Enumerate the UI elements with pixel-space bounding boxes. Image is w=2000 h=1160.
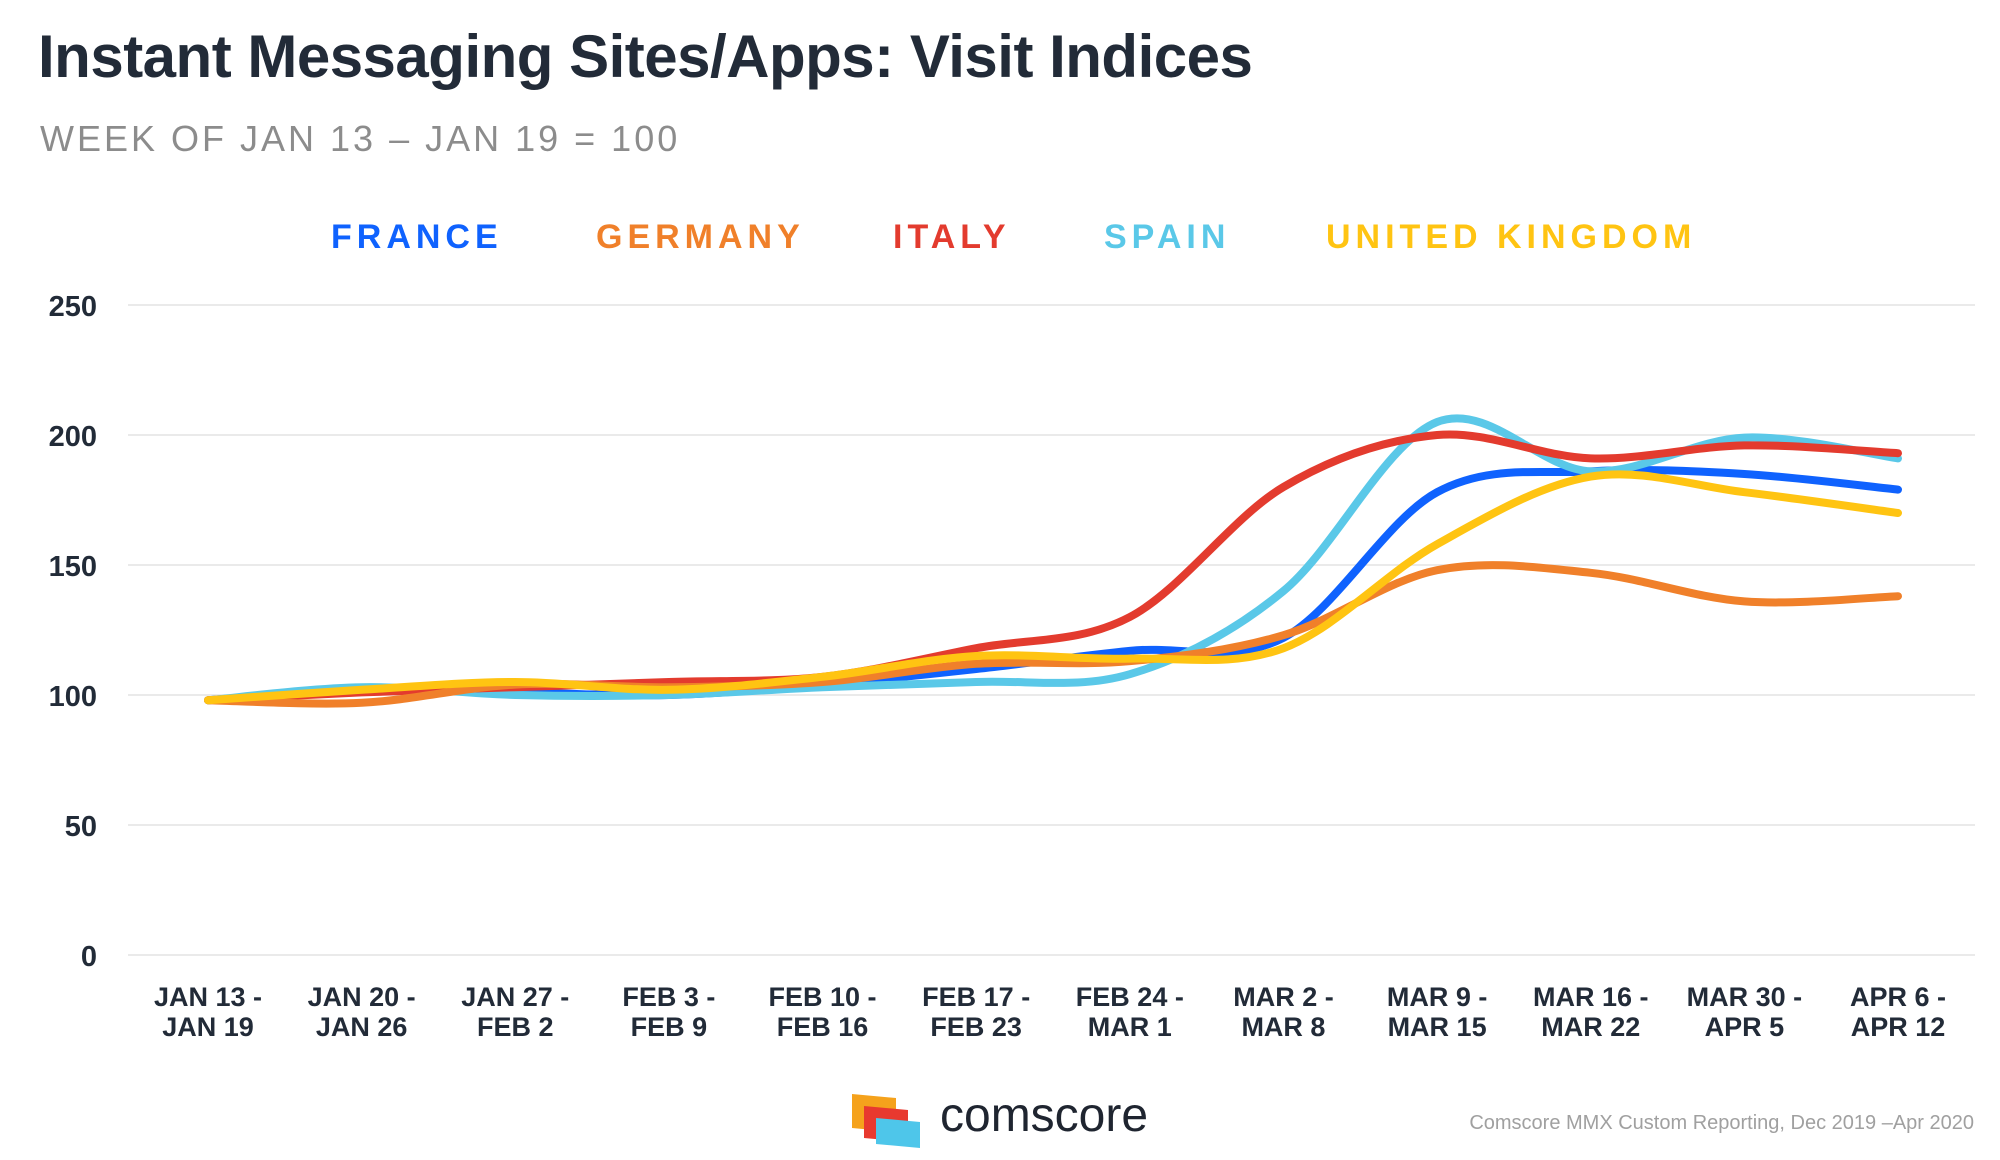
x-tick-label: FEB 10 -	[769, 982, 877, 1012]
y-tick-label: 150	[49, 551, 97, 583]
x-tick-label: APR 6 -	[1850, 982, 1946, 1012]
x-tick-label: FEB 17 -	[922, 982, 1030, 1012]
x-tick-label: MAR 9 -	[1387, 982, 1488, 1012]
legend-item-italy: ITALY	[893, 218, 1011, 256]
x-tick-label: MAR 30 -	[1687, 982, 1803, 1012]
chart-subtitle: WEEK OF JAN 13 – JAN 19 = 100	[40, 118, 681, 159]
x-tick-label: APR 12	[1851, 1012, 1946, 1042]
x-tick-label: MAR 15	[1388, 1012, 1487, 1042]
chart-legend: FRANCE GERMANY ITALY SPAIN UNITED KINGDO…	[0, 218, 2000, 268]
x-tick-label: MAR 8	[1241, 1012, 1325, 1042]
comscore-logo-text: comscore	[940, 1089, 1149, 1142]
x-tick-label: JAN 26	[316, 1012, 408, 1042]
legend-item-united-kingdom: UNITED KINGDOM	[1326, 218, 1697, 256]
x-tick-label: FEB 16	[777, 1012, 869, 1042]
x-tick-label: MAR 1	[1088, 1012, 1172, 1042]
legend-item-spain: SPAIN	[1104, 218, 1231, 256]
x-tick-label: FEB 3 -	[622, 982, 715, 1012]
y-tick-label: 250	[49, 291, 97, 323]
x-tick-label: JAN 19	[162, 1012, 254, 1042]
chart-title: Instant Messaging Sites/Apps: Visit Indi…	[38, 23, 1253, 90]
y-tick-label: 0	[81, 941, 97, 973]
legend-item-germany: GERMANY	[596, 218, 805, 256]
x-tick-label: JAN 13 -	[154, 982, 262, 1012]
y-tick-label: 100	[49, 681, 97, 713]
comscore-logo-icon	[852, 1094, 920, 1148]
x-tick-label: MAR 22	[1541, 1012, 1640, 1042]
y-tick-label: 50	[65, 811, 97, 843]
source-note: Comscore MMX Custom Reporting, Dec 2019 …	[1469, 1112, 1974, 1134]
x-tick-label: JAN 20 -	[308, 982, 416, 1012]
legend-item-france: FRANCE	[331, 218, 503, 256]
x-tick-label: FEB 24 -	[1076, 982, 1184, 1012]
x-tick-label: FEB 23	[930, 1012, 1022, 1042]
x-tick-label: FEB 2	[477, 1012, 554, 1042]
series-line-united-kingdom	[204, 470, 1902, 705]
series-line-spain	[204, 414, 1902, 705]
x-tick-label: MAR 16 -	[1533, 982, 1649, 1012]
x-tick-label: APR 5	[1705, 1012, 1785, 1042]
x-tick-label: MAR 2 -	[1233, 982, 1334, 1012]
x-tick-label: JAN 27 -	[461, 982, 569, 1012]
y-tick-label: 200	[49, 421, 97, 453]
x-tick-label: FEB 9	[631, 1012, 708, 1042]
